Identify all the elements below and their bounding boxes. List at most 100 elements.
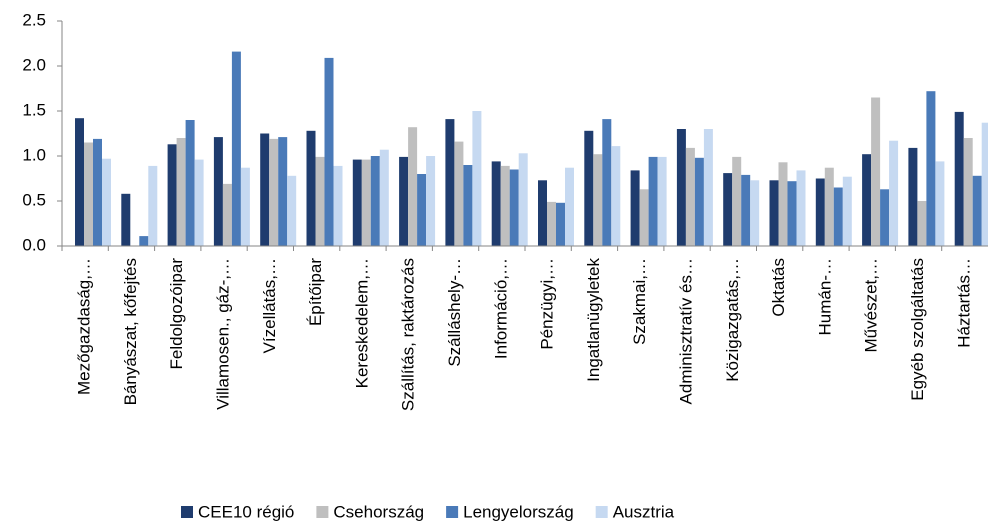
- bar: [231, 51, 241, 246]
- bar: [824, 167, 834, 246]
- bar: [306, 130, 316, 246]
- x-tick-label: Kereskedelem,…: [352, 258, 371, 388]
- bar: [889, 140, 899, 246]
- bar: [102, 158, 111, 246]
- bar: [981, 122, 988, 246]
- bar: [399, 156, 409, 246]
- bar: [778, 162, 788, 246]
- bar: [871, 97, 881, 246]
- legend-label: Csehország: [333, 502, 424, 521]
- bar: [741, 174, 751, 246]
- bar: [491, 161, 501, 246]
- x-tick-label: Adminisztratív és…: [677, 258, 696, 404]
- legend-swatch: [446, 506, 459, 518]
- x-tick-label: Oktatás: [769, 258, 788, 317]
- bar: [75, 118, 84, 246]
- x-tick-label: Humán-…: [815, 258, 834, 335]
- bar: [509, 169, 519, 246]
- x-tick-label: Ingatlanügyletek: [584, 258, 603, 382]
- bar: [472, 111, 482, 246]
- bar: [787, 181, 797, 246]
- bar: [703, 129, 713, 246]
- bar: [657, 156, 667, 246]
- legend-swatch: [181, 506, 193, 518]
- bar: [565, 167, 574, 246]
- bar: [611, 146, 621, 246]
- x-tick-label: Feldolgozóipar: [167, 258, 186, 370]
- x-tick-label: Szakmai,…: [630, 258, 649, 345]
- bar: [602, 119, 612, 246]
- y-tick-label: 0.0: [22, 235, 46, 254]
- bar: [815, 178, 825, 246]
- y-tick-label: 1.5: [22, 100, 46, 119]
- bar: [833, 187, 843, 246]
- bar: [556, 202, 565, 246]
- bar: [547, 201, 556, 246]
- bar: [694, 157, 704, 246]
- bar: [639, 189, 649, 246]
- y-tick-label: 2.0: [22, 55, 46, 74]
- legend-label: Lengyelország: [463, 502, 574, 521]
- bar: [213, 137, 223, 246]
- bar: [93, 138, 102, 246]
- bar: [287, 175, 297, 246]
- bar: [352, 159, 362, 246]
- bar: [908, 147, 918, 246]
- bar: [935, 161, 945, 246]
- bar: [842, 176, 852, 246]
- x-tick-label: Mezőgazdaság,…: [75, 258, 94, 395]
- bar: [222, 183, 232, 246]
- bar: [963, 138, 973, 246]
- bar: [917, 201, 927, 246]
- x-tick-label: Információ,…: [491, 258, 510, 359]
- y-tick-label: 2.5: [22, 10, 46, 29]
- bar: [862, 154, 872, 246]
- x-tick-label: Bányászat, kőfejtés: [121, 258, 140, 405]
- bar: [361, 159, 371, 246]
- bar: [750, 180, 760, 246]
- bar: [333, 165, 343, 246]
- bar: [370, 156, 380, 246]
- bar: [926, 91, 936, 246]
- bar: [194, 159, 204, 246]
- bar: [185, 120, 195, 246]
- x-tick-label: Építőipar: [306, 258, 325, 326]
- bar: [417, 174, 427, 246]
- legend-label: CEE10 régió: [198, 502, 294, 521]
- bar: [240, 167, 250, 246]
- bar: [454, 141, 464, 246]
- bar: [426, 156, 436, 246]
- bar: [500, 165, 510, 246]
- bar: [685, 147, 695, 246]
- bar: [315, 156, 325, 246]
- bar: [723, 173, 733, 246]
- bar: [148, 165, 158, 246]
- bar: [732, 156, 742, 246]
- bar: [445, 119, 455, 246]
- bar: [648, 156, 658, 246]
- bar: [676, 129, 686, 246]
- x-tick-label: Művészet,…: [862, 258, 881, 352]
- bar: [518, 153, 528, 246]
- bar: [269, 138, 279, 246]
- bar: [167, 144, 177, 246]
- bar: [260, 133, 270, 246]
- bar: [538, 180, 547, 246]
- x-tick-label: Pénzügyi,…: [538, 258, 557, 350]
- bar: [121, 193, 131, 246]
- bar: [176, 138, 186, 246]
- bar: [972, 175, 982, 246]
- bar: [379, 149, 389, 246]
- legend-swatch: [316, 506, 329, 518]
- bar: [954, 111, 964, 247]
- legend-swatch: [595, 506, 608, 518]
- y-tick-label: 0.5: [22, 190, 46, 209]
- x-tick-label: Vízellátás,…: [260, 258, 279, 353]
- x-tick-label: Háztartás…: [954, 258, 973, 348]
- bar: [593, 154, 603, 246]
- x-tick-label: Szállítás, raktározás: [399, 258, 418, 411]
- bar: [139, 236, 149, 246]
- bar: [278, 137, 288, 246]
- bar: [84, 142, 93, 246]
